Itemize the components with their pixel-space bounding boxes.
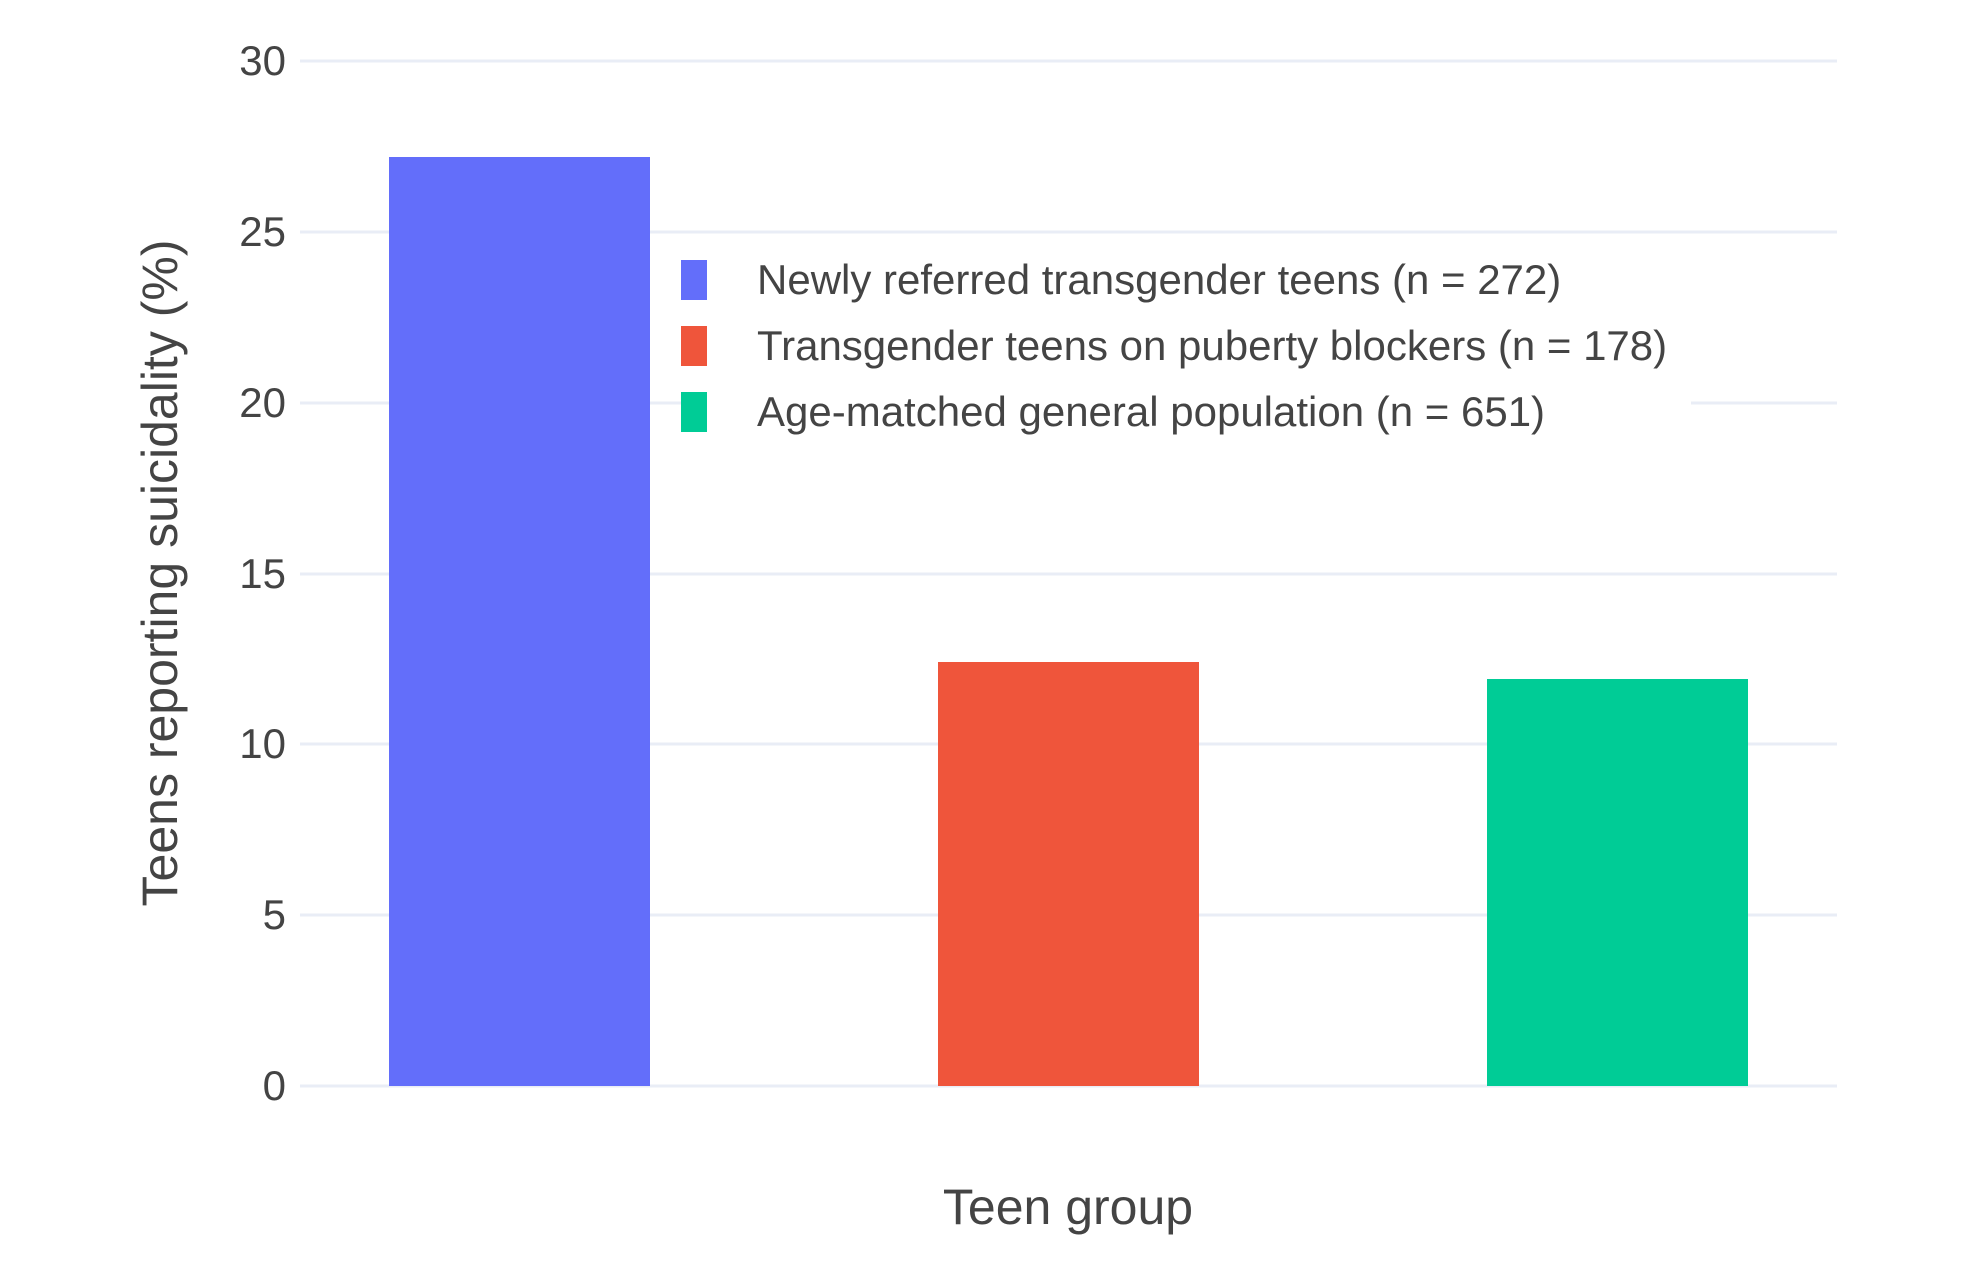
legend-item[interactable]: Age-matched general population (n = 651)	[681, 379, 1667, 445]
legend-swatch-icon	[681, 326, 707, 366]
gridline	[300, 230, 1837, 234]
legend-swatch-icon	[681, 260, 707, 300]
y-axis-title: Teens reporting suicidality (%)	[132, 239, 188, 907]
legend-swatch-icon	[681, 392, 707, 432]
legend-label: Transgender teens on puberty blockers (n…	[757, 322, 1668, 369]
legend: Newly referred transgender teens (n = 27…	[681, 247, 1692, 445]
legend-label: Newly referred transgender teens (n = 27…	[757, 256, 1562, 303]
bar-2[interactable]	[938, 662, 1199, 1086]
gridline	[300, 1084, 1837, 1088]
legend-item[interactable]: Transgender teens on puberty blockers (n…	[681, 313, 1667, 379]
legend-item[interactable]: Newly referred transgender teens (n = 27…	[681, 247, 1667, 313]
x-axis-title: Teen group	[942, 1179, 1194, 1235]
legend-label: Age-matched general population (n = 651)	[757, 388, 1546, 435]
gridline	[300, 572, 1837, 575]
bar-3[interactable]	[1487, 679, 1748, 1086]
gridline	[300, 59, 1837, 63]
bar-1[interactable]	[389, 156, 650, 1086]
plot-area[interactable]: 0 5 10 15 20 25 30	[239, 40, 1837, 1107]
